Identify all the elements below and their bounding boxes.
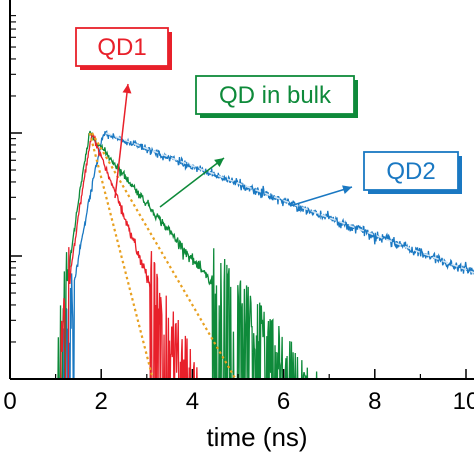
x-tick-label: 6 [277,388,290,415]
label-text: QD in bulk [219,82,332,109]
x-tick-label: 10 [453,388,474,415]
annotation-qd2: QD2 [289,151,462,207]
label-box [195,75,355,115]
x-axis-title: time (ns) [206,422,307,452]
series-layer [57,129,474,379]
x-tick-label: 2 [95,388,108,415]
x-tick-label: 0 [3,388,16,415]
annotation-layer: QD1 QD in bulk QD2 [75,27,462,208]
pointer-arrow [289,186,353,207]
x-tick-label: 4 [186,388,199,415]
arrow-head [214,158,224,168]
label-box [75,27,169,67]
series-qd2 [62,129,474,379]
x-tick-label: 8 [368,388,381,415]
fit-qd1 [88,132,154,379]
series-qd-in-bulk [57,130,318,379]
arrow-head [342,185,352,194]
axes-layer: 0 2 4 6 8 10 [3,0,474,415]
arrow-head [122,84,132,94]
annotation-qd-in-bulk: QD in bulk [159,75,358,208]
label-text: QD2 [386,158,435,185]
pointer-arrow [114,83,129,199]
label-text: QD1 [97,34,146,61]
series-qd1 [60,132,198,379]
fit-qd-in-bulk [91,132,237,379]
label-box [363,151,459,191]
annotation-qd1: QD1 [75,27,172,199]
pointer-arrow [159,157,225,208]
